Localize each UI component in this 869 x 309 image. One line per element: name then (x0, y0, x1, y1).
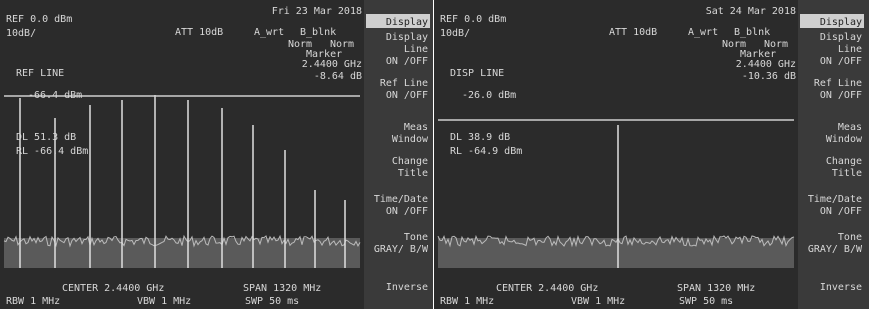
softkey-label: Change (826, 156, 862, 167)
softkey-label: Display (386, 32, 428, 43)
ref: REF 0.0 dBm (6, 14, 72, 25)
trace-a: A_wrt (254, 27, 284, 38)
softkey-label: Ref Line (380, 78, 428, 89)
marker-value: -10.36 dB (742, 71, 796, 82)
softkey-label: Time/Date (808, 194, 862, 205)
softkey-label: Time/Date (374, 194, 428, 205)
softkey-label: Tone (838, 232, 862, 243)
center: CENTER 2.4400 GHz (496, 283, 598, 294)
analyzer-screen: REF 0.0 dBm 10dB/Fri 23 Mar 2018 ATT 10dB A… (0, 0, 433, 309)
softkey-label: Title (398, 168, 428, 179)
rl: RL -64.9 dBm (450, 146, 522, 157)
softkey-label: ON /OFF (386, 90, 428, 101)
softkey-label: ON /OFF (386, 206, 428, 217)
swp: SWP 50 ms (679, 296, 733, 307)
span: SPAN 1320 MHz (677, 283, 755, 294)
dl: DL 51.3 dB (16, 132, 76, 143)
softkey-label: ON /OFF (820, 90, 862, 101)
menu-title: Display (820, 17, 862, 28)
softkey-label: Window (392, 134, 429, 145)
att: ATT 10dB (609, 27, 657, 38)
date: Sat 24 Mar 2018 (706, 6, 796, 17)
softkey-label: ON /OFF (820, 56, 862, 67)
active-value: -26.0 dBm (462, 90, 516, 101)
softkey-label: Inverse (820, 282, 862, 293)
softkey-label: ON /OFF (386, 56, 428, 67)
center: CENTER 2.4400 GHz (62, 283, 164, 294)
rbw: RBW 1 MHz (6, 296, 60, 307)
trace-b: B_blnk (734, 27, 770, 38)
dl: DL 38.9 dB (450, 132, 510, 143)
rbw: RBW 1 MHz (440, 296, 494, 307)
active-function: REF LINE (16, 68, 64, 79)
vbw: VBW 1 MHz (137, 296, 191, 307)
att: ATT 10dB (175, 27, 223, 38)
softkey-label: Window (826, 134, 863, 145)
screenshot: REF 0.0 dBm 10dB/Fri 23 Mar 2018 ATT 10dB A… (0, 0, 869, 309)
graticule-floor (4, 238, 360, 268)
active-function: DISP LINE (450, 68, 504, 79)
rl: RL -66.4 dBm (16, 146, 88, 157)
softkey-label: Meas (404, 122, 428, 133)
vbw: VBW 1 MHz (571, 296, 625, 307)
span: SPAN 1320 MHz (243, 283, 321, 294)
marker-value: -8.64 dB (314, 71, 362, 82)
marker-freq: 2.4400 GHz (736, 59, 796, 70)
menu-title: Display (386, 17, 428, 28)
softkey-label: Ref Line (814, 78, 862, 89)
softkey-label: ON /OFF (820, 206, 862, 217)
date: Fri 23 Mar 2018 (272, 6, 362, 17)
swp: SWP 50 ms (245, 296, 299, 307)
softkey-label: Display (820, 32, 862, 43)
softkey-label: Title (832, 168, 862, 179)
trace-a: A_wrt (688, 27, 718, 38)
marker-freq: 2.4400 GHz (302, 59, 362, 70)
softkey-label: GRAY/ B/W (374, 244, 429, 255)
scale: 10dB/ (6, 28, 36, 39)
softkey-label: Tone (404, 232, 428, 243)
softkey-label: Meas (838, 122, 862, 133)
softkey-label: Change (392, 156, 428, 167)
softkey-label: GRAY/ B/W (808, 244, 863, 255)
softkey-label: Inverse (386, 282, 428, 293)
trace-b: B_blnk (300, 27, 336, 38)
analyzer-screen: REF 0.0 dBm 10dB/Sat 24 Mar 2018 ATT 10dB A… (434, 0, 869, 309)
active-value: -66.4 dBm (28, 90, 82, 101)
scale: 10dB/ (440, 28, 470, 39)
softkey-label: Line (838, 44, 862, 55)
ref: REF 0.0 dBm (440, 14, 506, 25)
softkey-label: Line (404, 44, 428, 55)
